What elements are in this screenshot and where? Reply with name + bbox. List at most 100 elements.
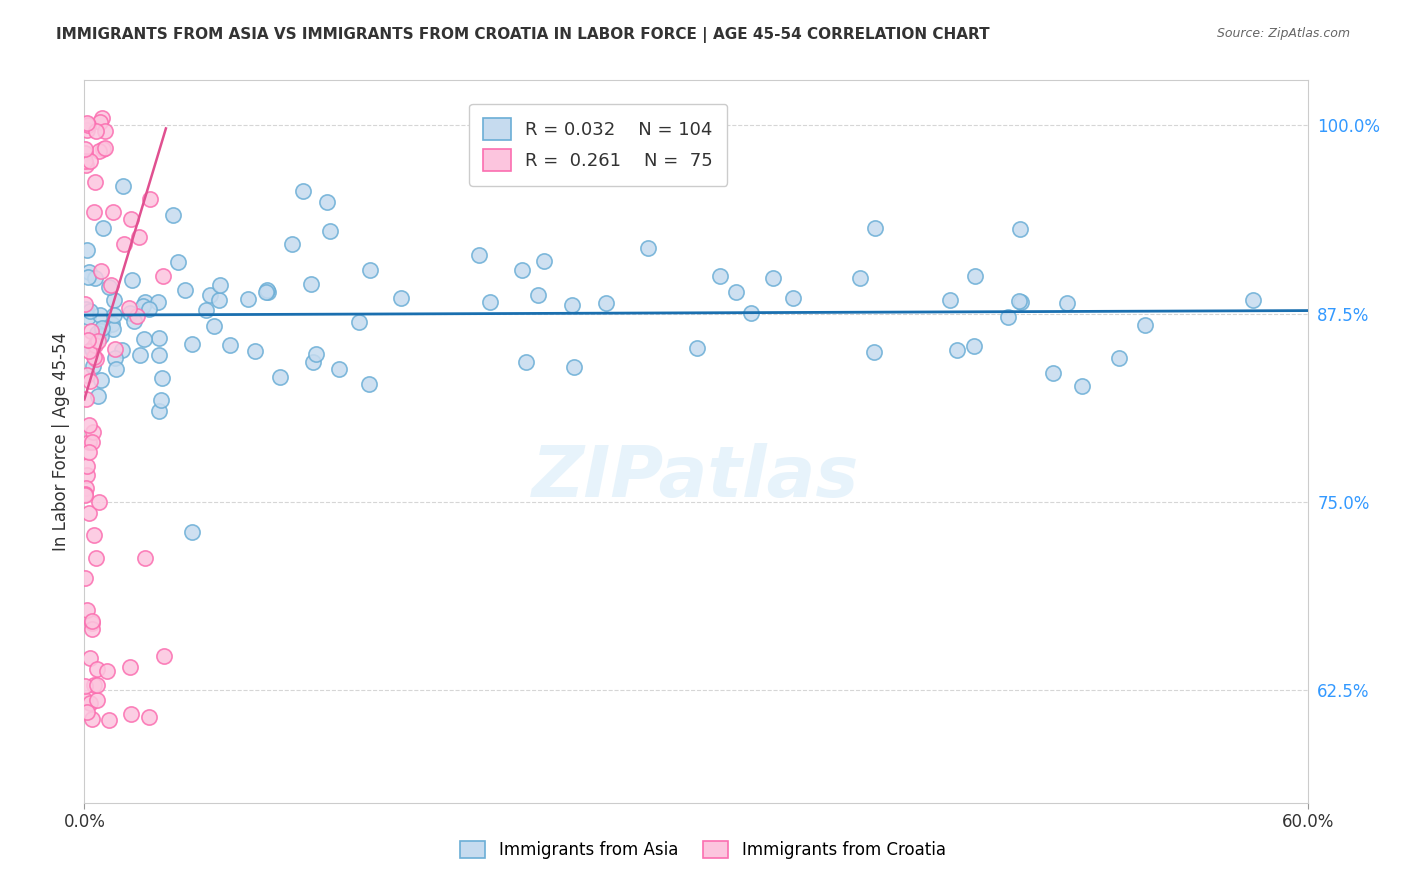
Point <box>304 347 326 361</box>
Point <box>328 362 350 376</box>
Point <box>637 241 659 255</box>
Point <box>76 705 98 719</box>
Point <box>139 192 162 206</box>
Point <box>153 649 176 664</box>
Point <box>111 178 134 193</box>
Point <box>120 211 142 226</box>
Point <box>138 302 160 317</box>
Point <box>76 467 98 482</box>
Point <box>104 342 127 356</box>
Point <box>77 333 100 347</box>
Point <box>533 254 555 268</box>
Point <box>359 263 381 277</box>
Text: Source: ZipAtlas.com: Source: ZipAtlas.com <box>1216 27 1350 40</box>
Point <box>254 285 277 300</box>
Point <box>724 285 747 299</box>
Point <box>198 288 221 302</box>
Point <box>79 506 101 520</box>
Point <box>202 318 225 333</box>
Point <box>1133 318 1156 332</box>
Point <box>83 350 105 364</box>
Point <box>121 272 143 286</box>
Point <box>1241 293 1264 308</box>
Point <box>103 293 125 308</box>
Text: ZIPatlas: ZIPatlas <box>533 443 859 512</box>
Point <box>79 304 101 318</box>
Point <box>90 264 112 278</box>
Point <box>84 271 107 285</box>
Point <box>561 298 583 312</box>
Point <box>162 208 184 222</box>
Point <box>997 310 1019 324</box>
Point <box>79 696 101 710</box>
Point <box>80 342 103 356</box>
Point <box>105 362 128 376</box>
Point <box>319 224 342 238</box>
Point <box>84 124 107 138</box>
Point <box>76 158 98 172</box>
Point <box>209 278 232 293</box>
Point <box>75 693 97 707</box>
Point <box>80 623 103 637</box>
Point <box>134 294 156 309</box>
Point <box>82 614 104 628</box>
Point <box>80 616 103 631</box>
Point <box>104 351 127 366</box>
Point <box>291 184 314 198</box>
Point <box>256 283 278 297</box>
Point <box>101 205 124 219</box>
Point <box>91 221 114 235</box>
Point <box>132 299 155 313</box>
Point <box>863 221 886 235</box>
Point <box>146 295 169 310</box>
Point <box>86 678 108 692</box>
Point <box>80 324 103 338</box>
Point <box>939 293 962 308</box>
Point <box>359 376 381 391</box>
Point <box>77 269 100 284</box>
Point <box>167 255 190 269</box>
Point <box>89 495 111 509</box>
Point <box>76 368 98 382</box>
Point <box>77 265 100 279</box>
Point <box>75 571 97 585</box>
Point <box>148 348 170 362</box>
Point <box>238 292 260 306</box>
Point <box>97 713 120 727</box>
Point <box>75 154 97 169</box>
Point <box>76 481 98 495</box>
Point <box>782 291 804 305</box>
Point <box>101 317 124 331</box>
Point <box>100 277 122 292</box>
Point <box>82 359 104 374</box>
Point <box>118 660 141 674</box>
Point <box>90 324 112 338</box>
Point <box>946 343 969 358</box>
Point <box>269 370 291 384</box>
Point <box>150 370 173 384</box>
Point <box>149 393 172 408</box>
Point <box>91 142 114 156</box>
Point <box>93 321 115 335</box>
Point <box>82 425 104 439</box>
Point <box>75 297 97 311</box>
Point <box>75 487 97 501</box>
Point <box>112 236 135 251</box>
Point <box>389 291 412 305</box>
Point <box>76 122 98 136</box>
Point <box>515 355 537 369</box>
Point <box>83 338 105 352</box>
Point <box>127 310 149 324</box>
Point <box>97 280 120 294</box>
Point <box>526 288 548 302</box>
Point <box>281 236 304 251</box>
Point <box>90 112 112 126</box>
Point <box>76 116 98 130</box>
Point <box>90 373 112 387</box>
Point <box>75 488 97 502</box>
Point <box>347 315 370 329</box>
Point <box>510 263 533 277</box>
Point <box>80 435 103 450</box>
Point <box>134 332 156 346</box>
Point <box>963 269 986 284</box>
